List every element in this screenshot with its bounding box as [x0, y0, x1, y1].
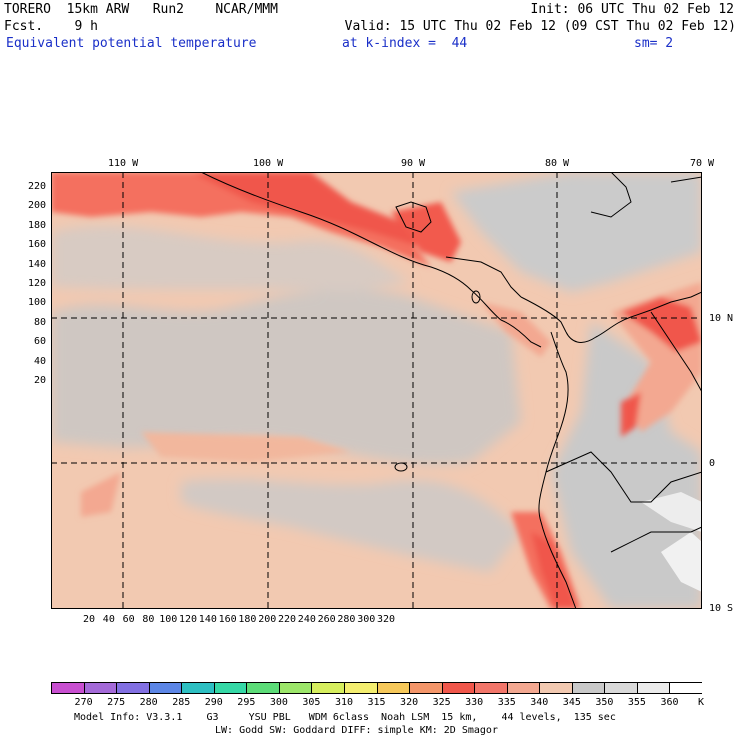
plot-frame: [51, 172, 702, 609]
field-light-land: [641, 492, 702, 532]
x-tick-label: 80: [142, 614, 155, 625]
level-index: at k-index = 44: [342, 36, 468, 51]
lat-label-0: 0: [709, 458, 716, 469]
x-tick-label: 40: [102, 614, 115, 625]
colorbar-label: 275: [107, 697, 126, 708]
colorbar-label: 340: [530, 697, 549, 708]
y-tick-label: 160: [27, 239, 46, 251]
colorbar-swatch: [83, 682, 117, 694]
colorbar-label: 280: [139, 697, 158, 708]
colorbar-label: 300: [269, 697, 288, 708]
y-tick-label: 120: [27, 278, 46, 289]
x-tick-label: 180: [238, 614, 257, 625]
colorbar-label: 355: [627, 697, 646, 708]
run-title: TORERO 15km ARW Run2 NCAR/MMM: [4, 2, 278, 17]
colorbar-label: 325: [432, 697, 451, 708]
field-name: Equivalent potential temperature: [6, 36, 257, 51]
lon-label-110w: 110 W: [108, 158, 139, 169]
smoothing: sm= 2: [634, 36, 674, 51]
colorbar-swatch: [506, 682, 540, 694]
colorbar-swatch: [604, 682, 638, 694]
colorbar-swatch: [441, 682, 475, 694]
x-tick-label: 140: [198, 614, 217, 625]
colorbar-swatch: [51, 682, 84, 694]
lat-label-10n: 10 N: [709, 313, 734, 324]
model-info: Model Info: V3.3.1 G3 YSU PBL WDM 6class…: [74, 712, 616, 723]
x-tick-label: 160: [218, 614, 237, 625]
latlon-grid: [51, 172, 702, 609]
colorbar-swatch: [669, 682, 703, 694]
colorbar-swatch: [246, 682, 280, 694]
colorbar-label: 270: [74, 697, 93, 708]
colorbar-label: 360: [660, 697, 679, 708]
y-tick-label: 180: [27, 219, 46, 231]
valid-time: Valid: 15 UTC Thu 02 Feb 12 (09 CST Thu …: [344, 19, 736, 34]
colorbar-swatch: [376, 682, 410, 694]
colorbar-unit: K: [698, 697, 705, 708]
model-physics: LW: Godd SW: Goddard DIFF: simple KM: 2D…: [215, 725, 498, 736]
x-tick-label: 100: [159, 614, 178, 625]
lon-label-100w: 100 W: [253, 158, 284, 169]
colorbar-label: 345: [562, 697, 581, 708]
colorbar-label: 330: [465, 697, 484, 708]
colorbar-swatch: [148, 682, 182, 694]
x-tick-label: 60: [122, 614, 135, 625]
y-tick-label: 140: [27, 258, 46, 270]
x-tick-label: 280: [337, 614, 356, 625]
x-tick-label: 220: [278, 614, 297, 625]
x-tick-label: 200: [258, 614, 277, 625]
colorbar-swatch: [278, 682, 312, 694]
colorbar-swatch: [539, 682, 573, 694]
init-time: Init: 06 UTC Thu 02 Feb 12: [530, 2, 735, 17]
colorbar-swatch: [116, 682, 150, 694]
colorbar-label: 335: [497, 697, 516, 708]
y-tick-label: 200: [27, 200, 46, 212]
colorbar-swatch: [343, 682, 377, 694]
y-tick-label: 60: [33, 336, 46, 348]
field-light-land-2: [661, 532, 702, 592]
colorbar-swatch: [181, 682, 215, 694]
y-tick-label: 20: [33, 375, 46, 386]
colorbar-label: 315: [367, 697, 386, 708]
x-tick-label: 300: [357, 614, 376, 625]
lon-label-70w: 70 W: [690, 158, 715, 169]
field-grey-regions: [51, 172, 702, 609]
colorbar-swatch: [474, 682, 508, 694]
colorbar-label: 285: [172, 697, 191, 708]
y-tick-label: 100: [27, 297, 46, 309]
lat-label-10s: 10 S: [709, 603, 734, 614]
field-warm-regions: [51, 172, 702, 609]
x-tick-label: 240: [297, 614, 316, 625]
colorbar-swatch: [571, 682, 605, 694]
lon-label-80w: 80 W: [545, 158, 570, 169]
colorbar-label: 295: [237, 697, 256, 708]
lon-label-90w: 90 W: [401, 158, 426, 169]
colorbar-label: 320: [400, 697, 419, 708]
y-tick-label: 40: [33, 355, 46, 367]
colorbar-swatch: [409, 682, 443, 694]
colorbar-label: 290: [204, 697, 223, 708]
colorbar-swatch: [311, 682, 345, 694]
y-tick-label: 220: [27, 181, 46, 192]
colorbar-label: 310: [334, 697, 353, 708]
map-canvas: [51, 172, 702, 609]
colorbar-swatch: [636, 682, 670, 694]
colorbar-label: 305: [302, 697, 321, 708]
x-tick-label: 20: [83, 614, 96, 625]
x-tick-label: 320: [377, 614, 396, 625]
x-tick-label: 120: [179, 614, 198, 625]
x-tick-label: 260: [317, 614, 336, 625]
map-plot: [51, 172, 702, 609]
colorbar-swatch: [213, 682, 247, 694]
forecast-hour: Fcst. 9 h: [4, 19, 98, 34]
y-tick-label: 80: [33, 316, 46, 328]
colorbar-label: 350: [595, 697, 614, 708]
